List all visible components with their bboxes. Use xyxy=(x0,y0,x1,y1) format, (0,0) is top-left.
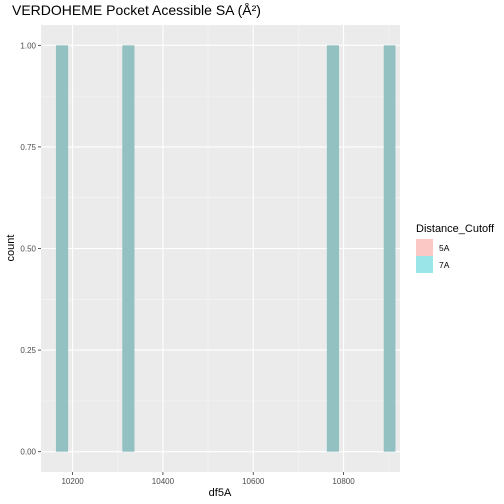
major-gridlines xyxy=(41,25,400,472)
bar-7a xyxy=(383,45,396,452)
legend-label-5a: 5A xyxy=(439,243,450,253)
chart-title: VERDOHEME Pocket Acessible SA (Å²) xyxy=(12,2,261,18)
legend-key-7a xyxy=(416,256,433,273)
y-axis-title: count xyxy=(5,235,17,262)
y-tick-label: 0.75 xyxy=(20,143,36,152)
y-tick-label: 1.00 xyxy=(20,41,36,50)
bar-7a xyxy=(122,45,135,452)
y-tick-label: 0.50 xyxy=(20,245,36,254)
x-axis: 10200 10400 10600 10800 xyxy=(61,472,355,486)
bar-7a xyxy=(55,45,69,452)
x-tick-label: 10800 xyxy=(332,477,355,486)
y-tick-label: 0.00 xyxy=(20,448,36,457)
bar-7a xyxy=(326,45,340,452)
bars-layer xyxy=(55,45,396,452)
legend: Distance_Cutoff 5A 7A xyxy=(416,223,495,273)
y-tick-label: 0.25 xyxy=(20,346,36,355)
x-tick-label: 10600 xyxy=(242,477,265,486)
x-tick-label: 10400 xyxy=(152,477,175,486)
y-axis: 0.00 0.25 0.50 0.75 1.00 xyxy=(20,41,41,457)
legend-title: Distance_Cutoff xyxy=(416,223,495,235)
legend-key-5a xyxy=(416,239,433,256)
x-axis-title: df5A xyxy=(209,487,232,499)
legend-label-7a: 7A xyxy=(439,260,450,270)
x-tick-label: 10200 xyxy=(61,477,84,486)
